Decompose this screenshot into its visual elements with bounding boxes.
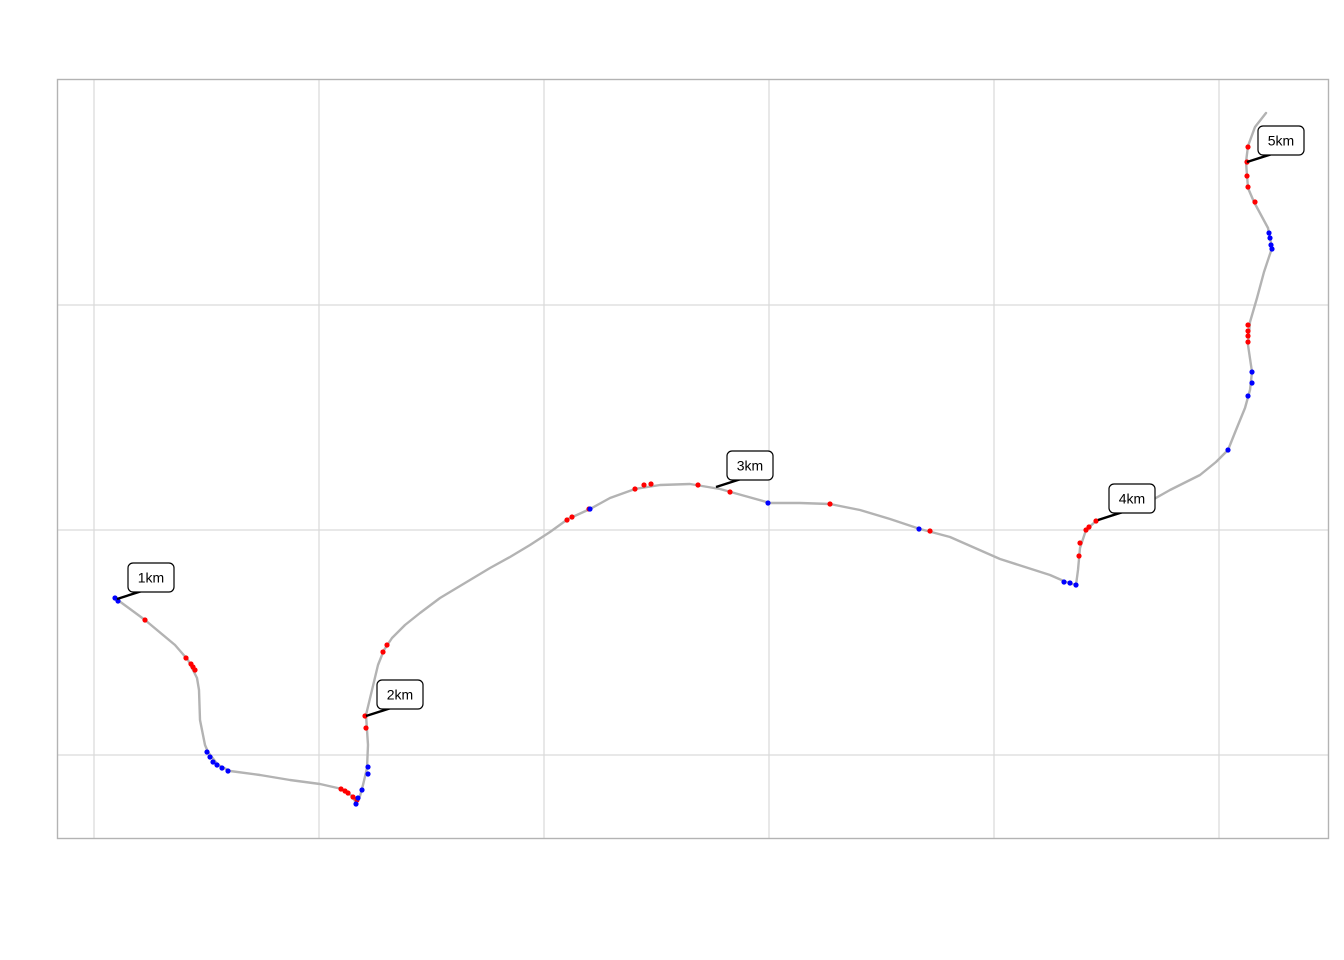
blue-marker <box>365 764 371 770</box>
km-label-text: 5km <box>1268 133 1294 149</box>
km-label: 1km <box>116 562 175 601</box>
blue-marker <box>1073 582 1079 588</box>
red-marker <box>183 655 189 661</box>
red-marker <box>350 794 356 800</box>
label-box <box>1257 125 1305 156</box>
blue-marker <box>1268 242 1274 248</box>
label-box <box>376 679 424 710</box>
label-box <box>1108 483 1156 514</box>
km-labels: 1km 2km 3km 4km 5km <box>116 125 1305 718</box>
label-box <box>726 450 774 481</box>
blue-marker <box>587 506 593 512</box>
red-marker <box>142 617 148 623</box>
red-marker <box>345 790 351 796</box>
km-label-text: 3km <box>737 458 763 474</box>
red-marker <box>1245 339 1251 345</box>
red-marker <box>641 482 647 488</box>
blue-marker <box>765 500 771 506</box>
blue-marker <box>1269 246 1275 252</box>
red-marker <box>1252 199 1258 205</box>
red-marker <box>1245 328 1251 334</box>
blue-marker <box>219 765 225 771</box>
red-marker <box>1245 333 1251 339</box>
red-marker <box>727 489 733 495</box>
red-marker <box>1093 518 1099 524</box>
km-label: 5km <box>1246 125 1305 164</box>
blue-marker <box>1225 447 1231 453</box>
red-marker <box>1086 524 1092 530</box>
red-marker <box>648 481 654 487</box>
red-marker <box>363 725 369 731</box>
blue-marker <box>207 754 213 760</box>
blue-marker <box>210 759 216 765</box>
red-marker <box>1076 553 1082 559</box>
map-panel-border <box>56 78 1330 840</box>
red-marker <box>927 528 933 534</box>
blue-marker <box>1249 369 1255 375</box>
red-marker <box>564 517 570 523</box>
blue-marker <box>1249 380 1255 386</box>
km-label: 4km <box>1097 483 1156 522</box>
red-marker <box>827 501 833 507</box>
blue-marker <box>1067 580 1073 586</box>
blue-marker <box>359 787 365 793</box>
red-marker <box>380 649 386 655</box>
route-path <box>113 111 1274 805</box>
red-marker <box>569 514 575 520</box>
blue-marker <box>1267 235 1273 241</box>
route-markers <box>112 144 1275 807</box>
blue-marker <box>1061 579 1067 585</box>
blue-marker <box>115 598 121 604</box>
red-marker <box>1077 540 1083 546</box>
blue-marker <box>1266 230 1272 236</box>
red-marker <box>1245 322 1251 328</box>
red-marker <box>695 482 701 488</box>
blue-marker <box>365 771 371 777</box>
red-marker <box>384 642 390 648</box>
km-label: 2km <box>365 679 424 718</box>
label-box <box>127 562 175 593</box>
red-marker <box>192 667 198 673</box>
km-label-text: 1km <box>138 570 164 586</box>
blue-marker <box>225 768 231 774</box>
blue-marker <box>1245 393 1251 399</box>
km-label-text: 4km <box>1119 491 1145 507</box>
blue-marker <box>916 526 922 532</box>
km-label: 3km <box>715 450 774 489</box>
blue-marker <box>355 795 361 801</box>
red-marker <box>1244 173 1250 179</box>
red-marker <box>1245 144 1251 150</box>
blue-marker <box>214 762 220 768</box>
map-grid <box>57 79 1329 839</box>
red-marker <box>632 486 638 492</box>
red-marker <box>338 786 344 792</box>
red-marker <box>1245 184 1251 190</box>
blue-marker <box>204 749 210 755</box>
km-label-text: 2km <box>387 687 413 703</box>
blue-marker <box>353 801 359 807</box>
